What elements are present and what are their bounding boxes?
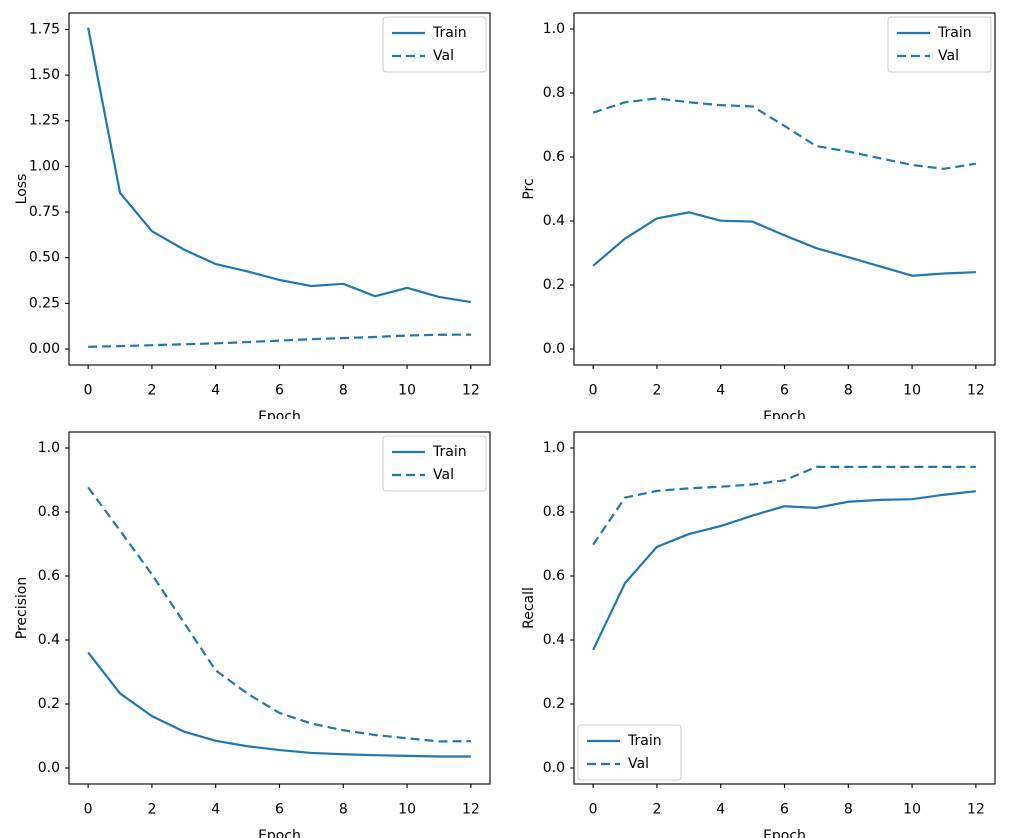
- x-tick-label-prc-6: 12: [967, 383, 985, 399]
- x-tick-label-recall-3: 6: [780, 802, 789, 818]
- x-tick-label-loss-2: 4: [211, 383, 220, 399]
- y-tick-label-recall-2: 0.4: [543, 632, 565, 648]
- x-tick-label-loss-0: 0: [84, 383, 93, 399]
- legend-label-prc-train: Train: [937, 25, 972, 41]
- y-tick-label-loss-7: 1.75: [29, 21, 60, 37]
- x-tick-label-precision-6: 12: [462, 802, 480, 818]
- x-tick-label-loss-6: 12: [462, 383, 480, 399]
- y-tick-label-prc-1: 0.2: [543, 277, 565, 293]
- x-tick-label-prc-4: 8: [844, 383, 853, 399]
- y-axis-label-precision: Precision: [14, 577, 30, 639]
- y-tick-label-prc-2: 0.4: [543, 213, 565, 229]
- x-tick-label-loss-1: 2: [147, 383, 156, 399]
- legend-prc: Train Val: [887, 16, 992, 73]
- series-loss-train: [87, 27, 472, 304]
- x-tick-label-recall-0: 0: [589, 802, 598, 818]
- legend-loss: Train Val: [382, 16, 487, 73]
- x-tick-label-prc-2: 4: [716, 383, 725, 399]
- x-axis-label-recall: Epoch: [763, 828, 806, 838]
- legend-box-precision: [382, 435, 487, 492]
- y-tick-label-precision-5: 1.0: [38, 440, 60, 456]
- legend-label-precision-train: Train: [432, 444, 467, 460]
- x-tick-label-precision-5: 10: [398, 802, 416, 818]
- y-tick-label-loss-2: 0.50: [29, 250, 60, 266]
- x-tick-label-prc-5: 10: [903, 383, 921, 399]
- x-axis-label-prc: Epoch: [763, 409, 806, 419]
- series-recall-train: [592, 490, 976, 651]
- y-tick-label-recall-0: 0.0: [543, 760, 565, 776]
- series-prc-val: [592, 97, 977, 170]
- y-tick-label-precision-0: 0.0: [38, 760, 60, 776]
- x-tick-label-recall-4: 8: [844, 802, 853, 818]
- legend-precision: Train Val: [382, 435, 487, 492]
- y-tick-label-prc-3: 0.6: [543, 149, 565, 165]
- x-tick-label-prc-1: 2: [652, 383, 661, 399]
- subplot-recall: 0 2 4 6 8 10 12 0.0 0.2 0.4 0.6 0.8 1.0 Epoch Recall Tr…: [521, 431, 996, 838]
- y-tick-label-recall-5: 1.0: [543, 440, 565, 456]
- legend-label-loss-train: Train: [432, 25, 467, 41]
- x-tick-label-precision-3: 6: [275, 802, 284, 818]
- y-tick-label-precision-2: 0.4: [38, 632, 60, 648]
- series-recall-val: [592, 465, 976, 546]
- subplot-loss: 0 2 4 6 8 10 12 0.00 0.25 0.50 0.75 1.00 1.25 1.50 1.7…: [14, 12, 491, 419]
- y-tick-label-prc-4: 0.8: [543, 85, 565, 101]
- x-tick-label-recall-6: 12: [967, 802, 985, 818]
- series-precision-train: [87, 651, 471, 758]
- y-tick-label-precision-4: 0.8: [38, 504, 60, 520]
- y-axis-label-recall: Recall: [521, 587, 537, 629]
- subplot-prc: 0 2 4 6 8 10 12 0.0 0.2 0.4 0.6 0.8 1.0 Epoch Prc Train…: [521, 12, 996, 419]
- y-tick-label-recall-4: 0.8: [543, 504, 565, 520]
- y-tick-label-recall-3: 0.6: [543, 568, 565, 584]
- y-axis-label-loss: Loss: [14, 174, 30, 205]
- x-tick-label-precision-4: 8: [339, 802, 348, 818]
- legend-box-loss: [382, 16, 487, 73]
- series-loss-val: [88, 333, 471, 348]
- x-tick-label-loss-5: 10: [398, 383, 416, 399]
- y-tick-label-loss-1: 0.25: [29, 295, 60, 311]
- x-tick-label-prc-0: 0: [589, 383, 598, 399]
- legend-label-loss-val: Val: [433, 48, 454, 64]
- x-axis-label-precision: Epoch: [258, 828, 301, 838]
- subplot-container-recall: 0 2 4 6 8 10 12 0.0 0.2 0.4 0.6 0.8 1.0 Epoch Recall Tr…: [505, 419, 1010, 838]
- legend-label-prc-val: Val: [938, 48, 959, 64]
- series-precision-val: [87, 486, 471, 743]
- y-tick-label-loss-3: 0.75: [29, 204, 60, 220]
- legend-box-recall: [577, 724, 682, 781]
- x-tick-label-precision-0: 0: [84, 802, 93, 818]
- x-axis-label-loss: Epoch: [258, 409, 301, 419]
- subplot-precision: 0 2 4 6 8 10 12 0.0 0.2 0.4 0.6 0.8 1.0 Epoch Precisio…: [14, 431, 491, 838]
- x-tick-label-loss-4: 8: [339, 383, 348, 399]
- legend-label-recall-train: Train: [627, 733, 662, 749]
- legend-recall: Train Val: [577, 724, 682, 781]
- y-tick-label-loss-4: 1.00: [29, 158, 60, 174]
- y-tick-label-prc-0: 0.0: [543, 341, 565, 357]
- x-tick-label-loss-3: 6: [275, 383, 284, 399]
- y-tick-label-loss-5: 1.25: [29, 113, 60, 129]
- x-tick-label-recall-1: 2: [652, 802, 661, 818]
- y-tick-label-recall-1: 0.2: [543, 696, 565, 712]
- subplot-container-prc: 0 2 4 6 8 10 12 0.0 0.2 0.4 0.6 0.8 1.0 Epoch Prc Train…: [505, 0, 1010, 419]
- y-tick-label-precision-3: 0.6: [38, 568, 60, 584]
- y-tick-label-loss-0: 0.00: [29, 341, 60, 357]
- x-tick-label-precision-2: 4: [211, 802, 220, 818]
- y-tick-label-precision-1: 0.2: [38, 696, 60, 712]
- subplot-container-loss: 0 2 4 6 8 10 12 0.00 0.25 0.50 0.75 1.00 1.25 1.50 1.7…: [0, 0, 505, 419]
- x-tick-label-prc-3: 6: [780, 383, 789, 399]
- y-axis-label-prc: Prc: [521, 178, 537, 199]
- legend-box-prc: [887, 16, 992, 73]
- series-prc-train: [592, 211, 976, 277]
- legend-label-recall-val: Val: [628, 756, 649, 772]
- legend-label-precision-val: Val: [433, 467, 454, 483]
- y-tick-label-prc-5: 1.0: [543, 21, 565, 37]
- x-tick-label-precision-1: 2: [147, 802, 156, 818]
- x-tick-label-recall-2: 4: [716, 802, 725, 818]
- x-tick-label-recall-5: 10: [903, 802, 921, 818]
- subplot-container-precision: 0 2 4 6 8 10 12 0.0 0.2 0.4 0.6 0.8 1.0 Epoch Precisio…: [0, 419, 505, 838]
- y-tick-label-loss-6: 1.50: [29, 67, 60, 83]
